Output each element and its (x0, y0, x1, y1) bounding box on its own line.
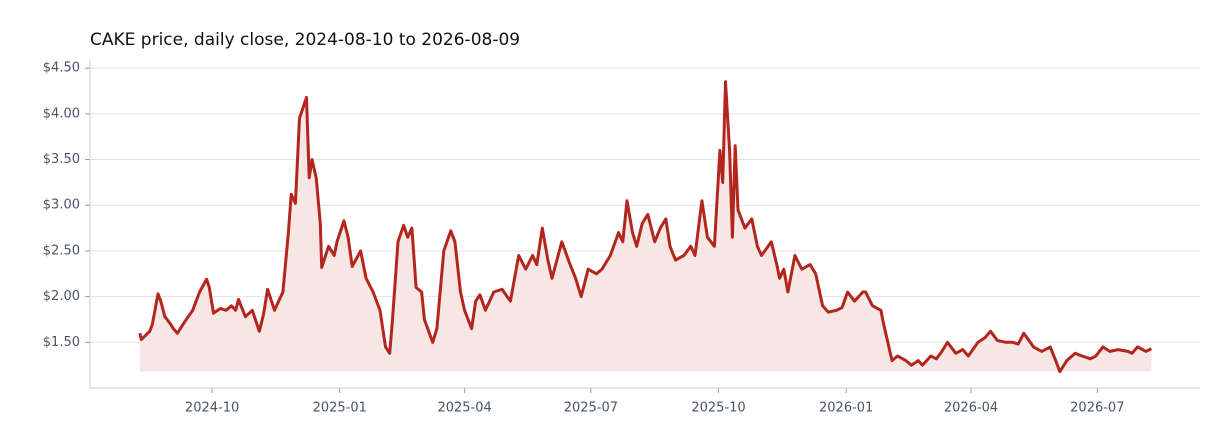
y-tick-label: $2.00 (43, 289, 80, 304)
y-tick-label: $3.50 (43, 152, 80, 167)
x-tick-label: 2025-04 (437, 401, 491, 416)
x-tick-label: 2025-01 (313, 401, 367, 416)
chart-title: CAKE price, daily close, 2024-08-10 to 2… (90, 30, 520, 50)
y-tick-label: $2.50 (43, 243, 80, 258)
x-tick-label: 2026-01 (819, 401, 873, 416)
y-tick-label: $4.00 (43, 106, 80, 121)
x-tick-label: 2026-07 (1070, 401, 1124, 416)
x-tick-label: 2025-07 (564, 401, 618, 416)
x-tick-label: 2025-10 (691, 401, 745, 416)
x-tick-label: 2026-04 (944, 401, 998, 416)
area (139, 81, 1152, 372)
y-tick-label: $4.50 (43, 61, 80, 76)
x-tick-label: 2024-10 (185, 401, 239, 416)
y-tick-label: $1.50 (43, 335, 80, 350)
price-line (138, 80, 1153, 374)
y-tick-label: $3.00 (43, 198, 80, 213)
